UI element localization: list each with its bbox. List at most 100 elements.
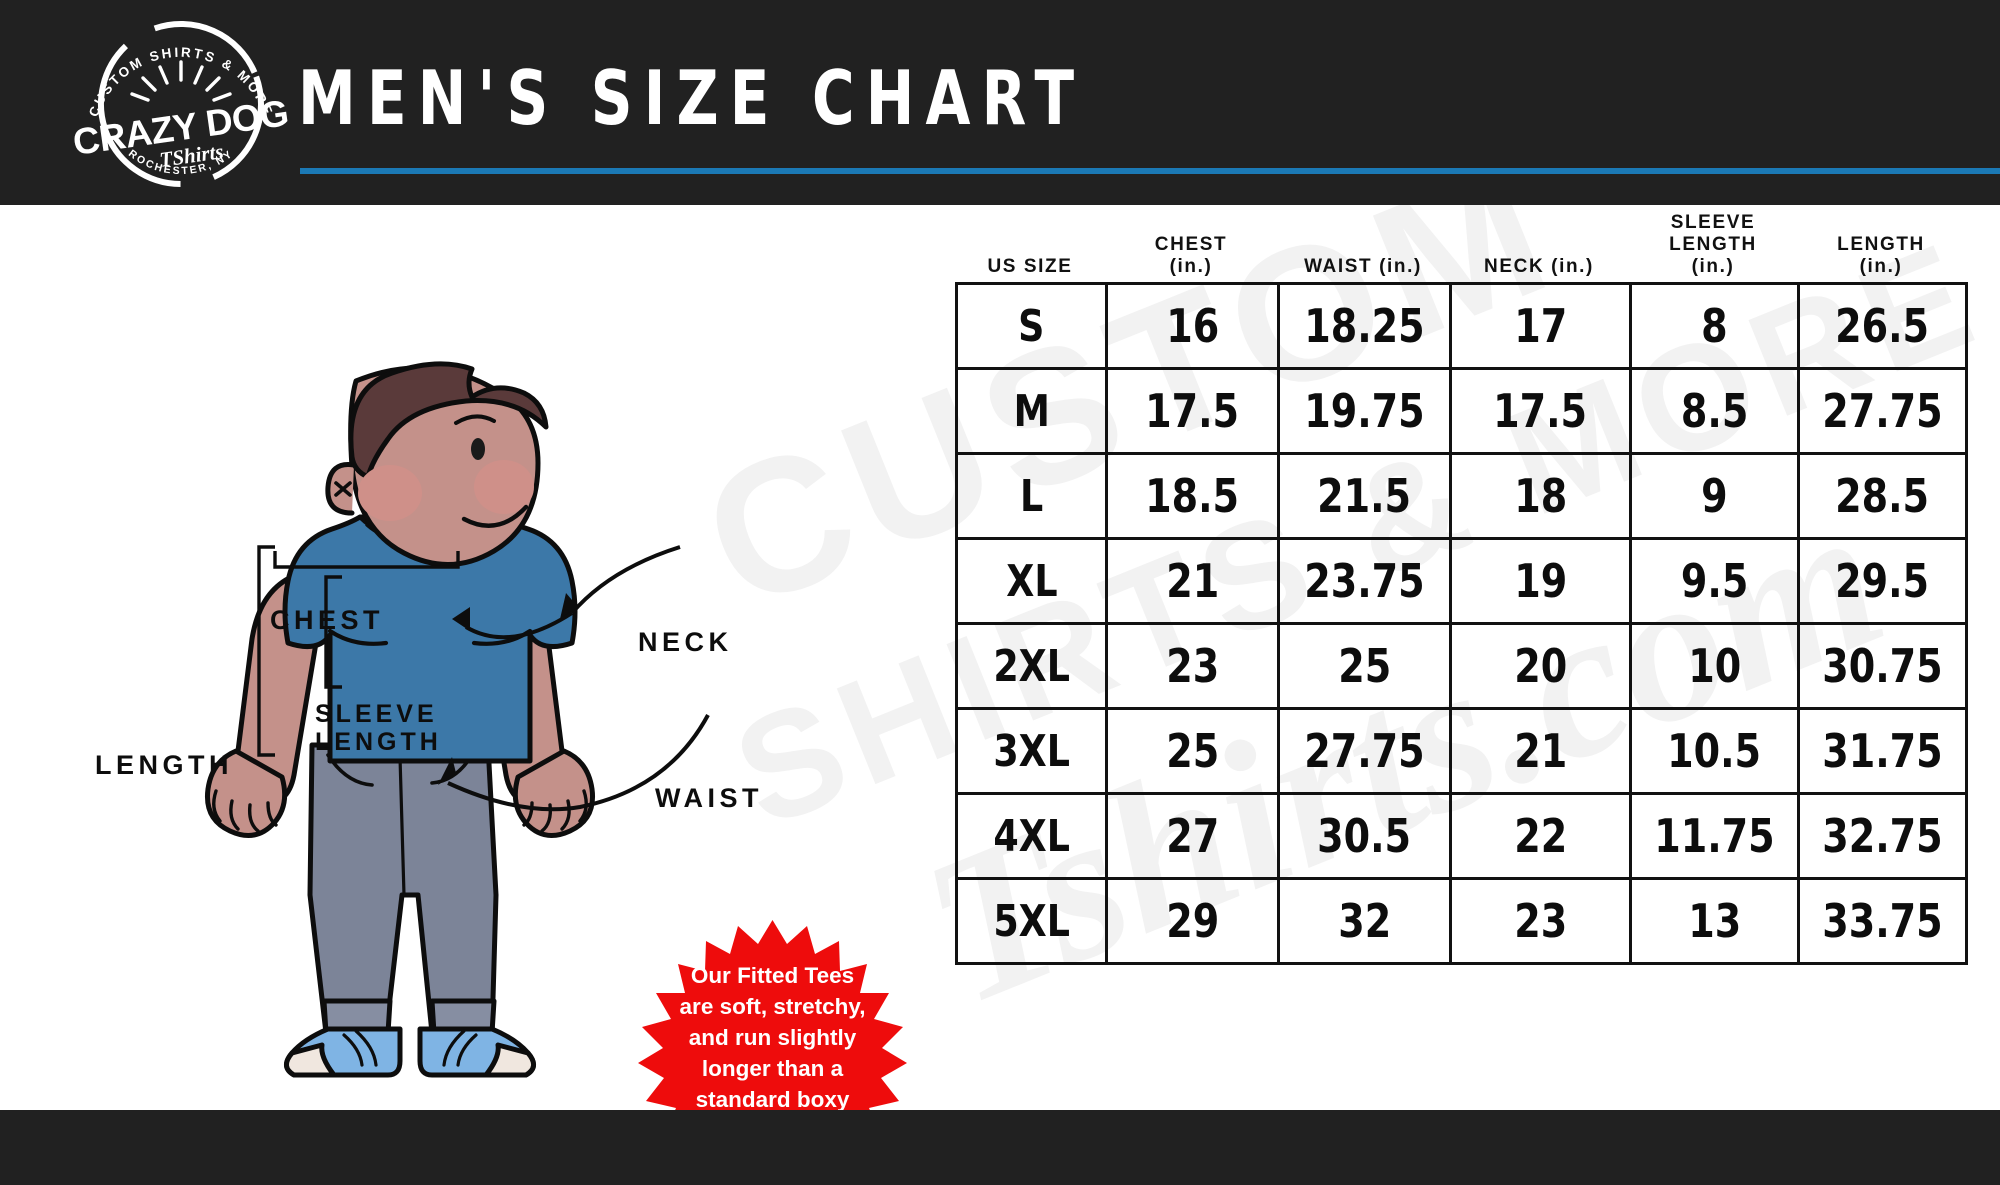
cell-sleeve: 9 [1629,452,1800,540]
cell-neck: 20 [1449,622,1632,710]
callout-arrows [438,545,710,812]
cell-size: 3XL [955,707,1108,795]
neck-arrow-path [570,545,681,615]
neck-arrowhead [560,593,578,619]
cell-chest: 18.5 [1105,452,1280,540]
chest-arrowhead [452,607,470,631]
chart-stage: CUSTOM SHIRTS & MORE Tshirts.com [0,205,2000,1110]
label-waist: WAIST [655,783,763,813]
cell-sleeve: 10 [1629,622,1800,710]
model-illustration [60,205,800,1095]
cell-sleeve: 8 [1629,282,1800,370]
cell-sleeve: 10.5 [1629,707,1800,795]
cell-size: S [955,282,1108,370]
cell-sleeve: 9.5 [1629,537,1800,625]
page-footer [0,1110,2000,1185]
cell-size: 5XL [955,877,1108,965]
hand-left [204,748,288,838]
cell-size: 4XL [955,792,1108,880]
cell-sleeve: 11.75 [1629,792,1800,880]
cell-length: 31.75 [1797,707,1968,795]
cheek-right [474,460,534,514]
cell-neck: 17.5 [1449,367,1632,455]
cell-waist: 18.25 [1277,282,1452,370]
cell-neck: 18 [1449,452,1632,540]
ear-detail [334,481,352,497]
cell-size: 2XL [955,622,1108,710]
cell-chest: 17.5 [1105,367,1280,455]
sleeve-seam-left [327,628,389,646]
waist-arrowhead [438,757,456,785]
size-table-container: US SIZE CHEST (in.) WAIST (in.) NECK (in… [955,205,1968,1055]
cell-length: 27.75 [1797,367,1968,455]
table-row: 4XL 27 30.5 22 11.75 32.75 [955,792,1968,880]
eyebrow [454,414,496,425]
cell-waist: 32 [1277,877,1452,965]
cell-chest: 25 [1105,707,1280,795]
cell-waist: 23.75 [1277,537,1452,625]
waist-arrow-path [447,714,710,812]
table-row: 2XL 23 25 20 10 30.75 [955,622,1968,710]
chest-bracket [273,551,460,569]
chest-arrow-path [464,611,574,640]
cell-chest: 23 [1105,622,1280,710]
hair [348,361,549,480]
measurement-brackets [257,545,460,757]
table-row: S 16 18.25 17 8 26.5 [955,282,1968,370]
cell-chest: 21 [1105,537,1280,625]
cell-neck: 17 [1449,282,1632,370]
cell-size: XL [955,537,1108,625]
column-header-chest: CHEST (in.) [1154,234,1228,277]
starburst-shape [638,920,907,1110]
cell-length: 29.5 [1797,537,1968,625]
cell-length: 30.75 [1797,622,1968,710]
cell-chest: 27 [1105,792,1280,880]
cell-size: L [955,452,1108,540]
cell-length: 32.75 [1797,792,1968,880]
cell-neck: 22 [1449,792,1632,880]
cell-size: M [955,367,1108,455]
table-row: M 17.5 19.75 17.5 8.5 27.75 [955,367,1968,455]
label-chest: CHEST [270,605,385,635]
cell-waist: 25 [1277,622,1452,710]
cell-sleeve: 8.5 [1629,367,1800,455]
cell-waist: 30.5 [1277,792,1452,880]
table-row: 3XL 25 27.75 21 10.5 31.75 [955,707,1968,795]
header-accent-line [300,168,2000,174]
sleeve-bracket [324,575,342,689]
cell-chest: 16 [1105,282,1280,370]
cell-neck: 21 [1449,707,1632,795]
table-column-headers: US SIZE CHEST (in.) WAIST (in.) NECK (in… [955,205,1965,280]
cell-chest: 29 [1105,877,1280,965]
column-header-us-size: US SIZE [987,256,1073,277]
cell-length: 26.5 [1797,282,1968,370]
page-header: CUSTOM SHIRTS & MORE CRAZY DOG TShirts R… [0,0,2000,205]
size-table: S 16 18.25 17 8 26.5 M 17.5 19.75 17.5 8… [955,282,1968,965]
length-bracket [257,545,275,757]
badge-text: Our Fitted Tees are soft, stretchy, and … [679,962,866,1111]
cell-neck: 19 [1449,537,1632,625]
mouth [461,504,529,528]
column-header-neck: NECK (in.) [1484,256,1594,277]
cell-waist: 19.75 [1277,367,1452,455]
table-row: XL 21 23.75 19 9.5 29.5 [955,537,1968,625]
label-sleeve-length: SLEEVE LENGTH [315,700,442,756]
column-header-length: LENGTH (in.) [1837,234,1925,277]
cell-sleeve: 13 [1629,877,1800,965]
column-header-sleeve-length: SLEEVE LENGTH (in.) [1669,212,1757,277]
label-neck: NECK [638,627,733,657]
cell-waist: 21.5 [1277,452,1452,540]
shoe-left [284,1026,403,1078]
cell-neck: 23 [1449,877,1632,965]
page-title: MEN'S SIZE CHART [298,54,1086,142]
table-row: 5XL 29 32 23 13 33.75 [955,877,1968,965]
crazy-dog-logo: CUSTOM SHIRTS & MORE CRAZY DOG TShirts R… [72,18,290,190]
cell-length: 28.5 [1797,452,1968,540]
cell-length: 33.75 [1797,877,1968,965]
fitted-tees-badge: Our Fitted Tees are soft, stretchy, and … [635,920,910,1110]
cheek-left [358,465,422,521]
tshirt [282,514,578,764]
cell-waist: 27.75 [1277,707,1452,795]
column-header-waist: WAIST (in.) [1304,256,1422,277]
shoe-right [417,1026,536,1078]
